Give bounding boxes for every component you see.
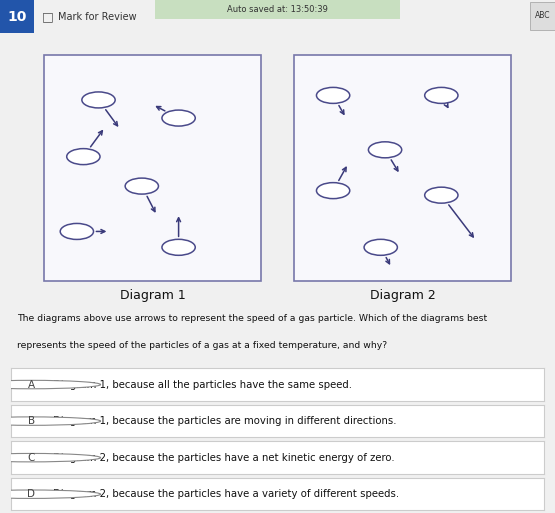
Text: Diagram 2, because the particles have a net kinetic energy of zero.: Diagram 2, because the particles have a …	[53, 452, 394, 463]
Text: 10: 10	[8, 10, 27, 24]
Text: Diagram 2, because the particles have a variety of different speeds.: Diagram 2, because the particles have a …	[53, 489, 399, 499]
Text: B: B	[28, 416, 35, 426]
Bar	[0, 0, 34, 33]
Bar	[294, 54, 511, 281]
Bar	[44, 54, 261, 281]
Circle shape	[425, 187, 458, 203]
Bar	[530, 2, 555, 30]
Text: Diagram 1, because all the particles have the same speed.: Diagram 1, because all the particles hav…	[53, 380, 352, 389]
Text: represents the speed of the particles of a gas at a fixed temperature, and why?: represents the speed of the particles of…	[17, 341, 387, 350]
Text: A: A	[28, 380, 35, 389]
Circle shape	[60, 224, 93, 240]
Circle shape	[0, 417, 100, 425]
Circle shape	[369, 142, 402, 158]
Text: Diagram 1, because the particles are moving in different directions.: Diagram 1, because the particles are mov…	[53, 416, 396, 426]
Text: Mark for Review: Mark for Review	[58, 12, 137, 22]
Circle shape	[67, 149, 100, 165]
Circle shape	[162, 239, 195, 255]
Circle shape	[425, 87, 458, 104]
Circle shape	[125, 178, 159, 194]
Circle shape	[0, 490, 100, 499]
Text: Diagram 1: Diagram 1	[120, 289, 185, 302]
Text: C: C	[28, 452, 35, 463]
Bar	[155, 0, 400, 19]
Text: The diagrams above use arrows to represent the speed of a gas particle. Which of: The diagrams above use arrows to represe…	[17, 314, 487, 324]
Text: Auto saved at: 13:50:39: Auto saved at: 13:50:39	[227, 5, 328, 14]
Circle shape	[0, 380, 100, 389]
Text: □: □	[42, 10, 53, 23]
Circle shape	[316, 87, 350, 104]
Text: D: D	[27, 489, 36, 499]
Circle shape	[0, 453, 100, 462]
Circle shape	[316, 183, 350, 199]
Circle shape	[364, 239, 397, 255]
Text: Diagram 2: Diagram 2	[370, 289, 435, 302]
Text: ABC: ABC	[534, 11, 550, 20]
Circle shape	[82, 92, 115, 108]
Circle shape	[162, 110, 195, 126]
